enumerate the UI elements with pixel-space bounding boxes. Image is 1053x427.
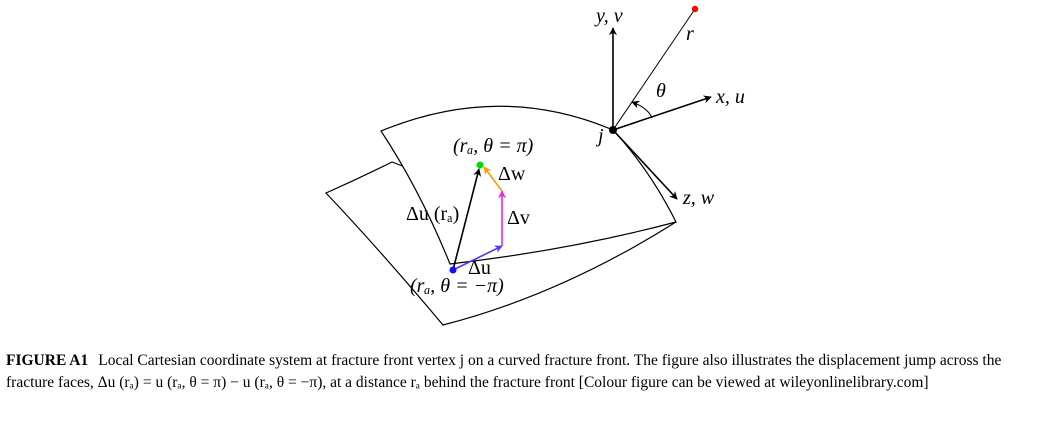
z-axis-arrow <box>612 129 678 200</box>
theta-arc <box>631 100 653 119</box>
radial-label: r <box>686 23 694 45</box>
total-displacement-vector <box>452 168 482 271</box>
point-bottom-label: (rₐ, θ = −π) <box>410 275 504 297</box>
vertex-point <box>609 126 617 134</box>
y-axis-label: y, v <box>594 5 623 27</box>
top-point <box>476 161 484 169</box>
fracture-diagram: y, v x, u z, w r θ j (rₐ, θ = π) (rₐ, θ … <box>324 5 745 326</box>
x-axis-arrow <box>612 95 712 131</box>
x-axis-label: x, u <box>715 86 745 108</box>
vertex-label: j <box>595 125 604 147</box>
dw-vector <box>483 166 503 192</box>
angle-label: θ <box>656 80 666 102</box>
point-top-label: (rₐ, θ = π) <box>453 135 534 157</box>
radial-endpoint <box>691 5 699 13</box>
figure-caption: FIGURE A1 Local Cartesian coordinate syst… <box>6 350 1051 394</box>
z-axis-label: z, w <box>682 187 715 209</box>
radial-line <box>612 8 696 131</box>
du-label: Δu <box>468 257 491 279</box>
dv-label: Δv <box>507 207 530 229</box>
du-vector <box>452 245 503 271</box>
total-vector-label: Δu (rₐ) <box>406 203 459 225</box>
upper-fracture-face <box>380 105 677 265</box>
dw-label: Δw <box>498 163 526 185</box>
caption-label: FIGURE A1 <box>6 352 89 369</box>
bottom-point <box>449 266 457 274</box>
caption-text: Local Cartesian coordinate system at fra… <box>6 352 1002 391</box>
